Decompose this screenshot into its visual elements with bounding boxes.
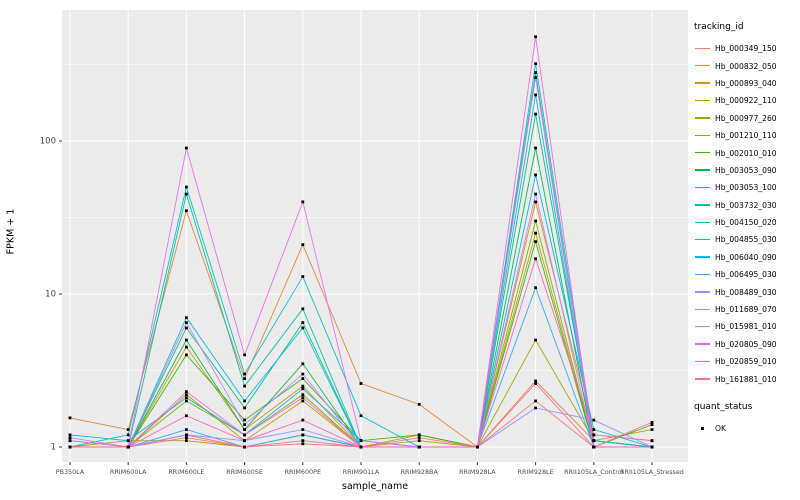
legend-item: Hb_003053_100: [694, 179, 798, 196]
legend-item: Hb_000893_040: [694, 75, 798, 92]
series-line-icon: [694, 234, 711, 246]
x-tick-label: RRIM901LA: [343, 468, 380, 476]
legend-item-label: Hb_000349_150: [715, 44, 777, 54]
series-line-icon: [694, 77, 711, 89]
legend-item: Hb_020859_010: [694, 353, 798, 370]
legend-item: Hb_000922_110: [694, 92, 798, 109]
legend: tracking_id Hb_000349_150 Hb_000832_050 Hb…: [694, 22, 798, 437]
legend-item: Hb_006040_090: [694, 249, 798, 266]
y-axis-title-text: FPKM + 1: [5, 208, 17, 254]
series-line-icon: [694, 112, 711, 124]
legend-item-label: Hb_003053_090: [715, 165, 777, 175]
x-tick-label: PB350LA: [56, 468, 85, 476]
series-line-icon: [694, 147, 711, 159]
legend-item-label: Hb_006040_090: [715, 252, 777, 262]
series-line-icon: [694, 338, 711, 350]
series-line-icon: [694, 217, 711, 229]
legend-item-label: Hb_004150_020: [715, 218, 777, 228]
series-line-icon: [694, 251, 711, 263]
ok-point-icon: [694, 423, 711, 435]
legend-item: Hb_008489_030: [694, 283, 798, 300]
x-tick-label: RRIM600LA: [110, 468, 147, 476]
legend-item-label: Hb_000832_050: [715, 61, 777, 71]
y-tick-label: 10: [45, 290, 56, 300]
legend-item: Hb_004150_020: [694, 214, 798, 231]
series-line-icon: [694, 304, 711, 316]
legend-item-label: Hb_161881_010: [715, 374, 777, 384]
x-tick-label: RRIM928LA: [459, 468, 496, 476]
series-line-icon: [694, 130, 711, 142]
legend-item: Hb_000832_050: [694, 57, 798, 74]
x-tick-label: RRIM600LE: [168, 468, 204, 476]
x-tick-label: RRIM600SE: [226, 468, 263, 476]
legend-item-label: Hb_020859_010: [715, 357, 777, 367]
legend-item-label: Hb_000893_040: [715, 78, 777, 88]
legend-item-label: Hb_004855_030: [715, 235, 777, 245]
y-tick-label: 1: [51, 443, 56, 453]
legend-item-label: Hb_000922_110: [715, 96, 777, 106]
legend-item: Hb_004855_030: [694, 231, 798, 248]
series-line-icon: [694, 356, 711, 368]
legend-item: Hb_006495_030: [694, 266, 798, 283]
legend-item: Hb_000977_260: [694, 110, 798, 127]
series-line-icon: [694, 199, 711, 211]
x-tick-label: RRIM928LE: [518, 468, 554, 476]
series-line-icon: [694, 95, 711, 107]
legend-color-title: tracking_id: [694, 22, 744, 32]
legend-item-label: Hb_002010_010: [715, 148, 777, 158]
legend-item-label: Hb_011689_070: [715, 305, 777, 315]
legend-item: Hb_015981_010: [694, 318, 798, 335]
legend-item: Hb_011689_070: [694, 301, 798, 318]
x-tick-label: RRII105LA_Control: [564, 468, 623, 476]
legend-item: Hb_003053_090: [694, 162, 798, 179]
series-line-icon: [694, 164, 711, 176]
series-line-icon: [694, 321, 711, 333]
legend-item-label: Hb_001210_110: [715, 131, 777, 141]
series-line-icon: [694, 373, 711, 385]
legend-item-ok: OK: [694, 420, 798, 437]
legend-item: Hb_002010_010: [694, 144, 798, 161]
legend-shape-title: quant_status: [694, 401, 753, 412]
legend-item: Hb_003732_030: [694, 197, 798, 214]
legend-item: Hb_000349_150: [694, 40, 798, 57]
legend-item: Hb_161881_010: [694, 370, 798, 387]
series-line-icon: [694, 182, 711, 194]
legend-item-label: Hb_000977_260: [715, 113, 777, 123]
series-line-icon: [694, 43, 711, 55]
legend-item-label: Hb_006495_030: [715, 270, 777, 280]
legend-item-label: Hb_008489_030: [715, 287, 777, 297]
x-tick-label: RRIM600PE: [285, 468, 321, 476]
series-line-icon: [694, 286, 711, 298]
legend-item-label: Hb_003053_100: [715, 183, 777, 193]
y-tick-label: 100: [40, 137, 56, 147]
legend-item: Hb_020805_090: [694, 336, 798, 353]
x-tick-label: RRIM928BA: [401, 468, 439, 476]
legend-item-label: Hb_020805_090: [715, 339, 777, 349]
series-line-icon: [694, 269, 711, 281]
x-axis-title: sample_name: [341, 481, 409, 492]
legend-item: Hb_001210_110: [694, 127, 798, 144]
legend-item-label: OK: [715, 424, 726, 433]
x-tick-label: RRII105LA_Stressed: [620, 468, 684, 476]
legend-item-label: Hb_015981_010: [715, 322, 777, 332]
legend-item-label: Hb_003732_030: [715, 200, 777, 210]
y-axis-title: FPKM + 1: [2, 0, 20, 462]
legend-color-items: Hb_000349_150 Hb_000832_050 Hb_000893_040 H…: [694, 40, 798, 388]
series-line-icon: [694, 60, 711, 72]
